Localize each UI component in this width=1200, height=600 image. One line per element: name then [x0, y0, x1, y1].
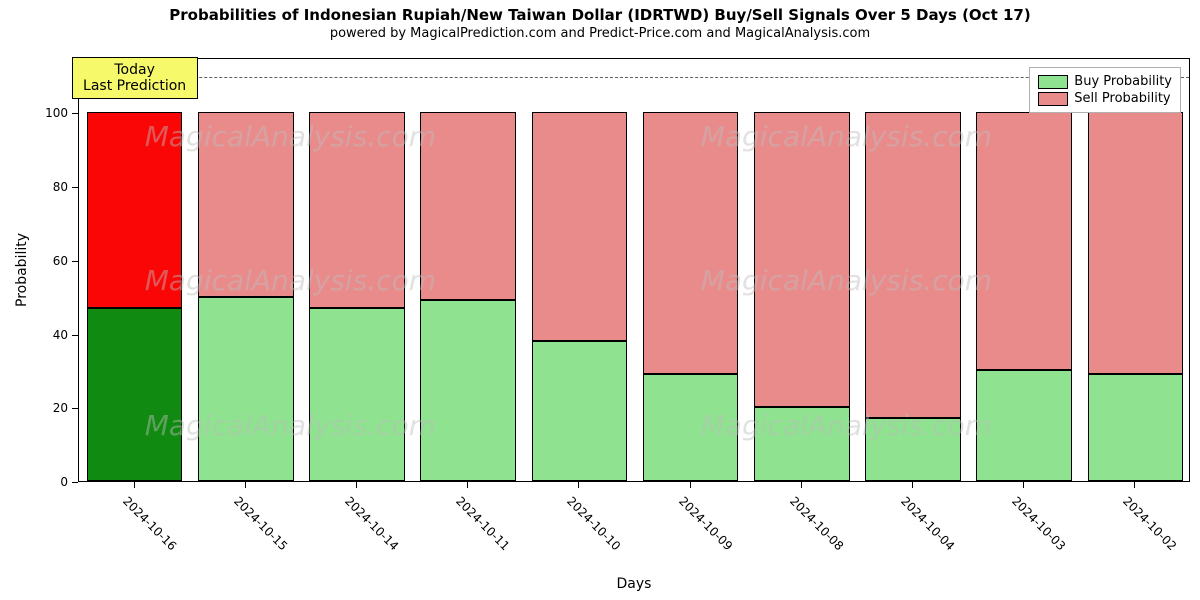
bar-segment-buy: [309, 308, 405, 481]
bar-segment-buy: [420, 300, 516, 481]
x-tick-label: 2024-10-03: [1009, 494, 1068, 553]
legend-label-sell: Sell Probability: [1074, 91, 1170, 106]
y-tick-label: 0: [0, 475, 68, 489]
legend-item-buy: Buy Probability: [1038, 74, 1172, 89]
bar-segment-sell: [198, 112, 294, 296]
x-tick: [467, 482, 468, 488]
y-tick-label: 20: [0, 401, 68, 415]
x-tick-label: 2024-10-09: [676, 494, 735, 553]
y-tick: [72, 335, 78, 336]
x-tick: [134, 482, 135, 488]
today-callout-line-1: Today: [83, 62, 187, 78]
bar-group: [87, 57, 183, 481]
chart-title: Probabilities of Indonesian Rupiah/New T…: [0, 6, 1200, 24]
bar-segment-sell: [420, 112, 516, 300]
x-axis-label: Days: [617, 576, 652, 592]
bar-group: [643, 57, 739, 481]
y-tick: [72, 408, 78, 409]
x-tick-label: 2024-10-16: [120, 494, 179, 553]
x-tick-label: 2024-10-02: [1120, 494, 1179, 553]
chart-root: Probabilities of Indonesian Rupiah/New T…: [0, 0, 1200, 600]
y-tick-label: 60: [0, 254, 68, 268]
bar-group: [309, 57, 405, 481]
x-tick-label: 2024-10-14: [342, 494, 401, 553]
x-tick: [245, 482, 246, 488]
y-tick-label: 40: [0, 328, 68, 342]
bar-segment-buy: [643, 374, 739, 481]
plot-area: Buy Probability Sell Probability Today L…: [78, 58, 1190, 482]
legend-label-buy: Buy Probability: [1074, 74, 1172, 89]
y-tick-label: 100: [0, 106, 68, 120]
bar-segment-sell: [309, 112, 405, 307]
bar-segment-sell: [754, 112, 850, 407]
y-tick: [72, 113, 78, 114]
y-axis-label: Probability: [14, 233, 30, 307]
y-tick-label: 80: [0, 180, 68, 194]
bar-group: [1088, 57, 1184, 481]
bar-segment-sell: [87, 112, 183, 307]
bar-segment-buy: [976, 370, 1072, 481]
x-tick: [690, 482, 691, 488]
bar-segment-sell: [643, 112, 739, 374]
x-tick-label: 2024-10-10: [564, 494, 623, 553]
today-callout: Today Last Prediction: [72, 57, 198, 99]
x-tick: [801, 482, 802, 488]
legend-swatch-buy: [1038, 75, 1068, 89]
bar-segment-buy: [532, 341, 628, 481]
today-callout-line-2: Last Prediction: [83, 78, 187, 94]
bar-segment-buy: [865, 418, 961, 481]
legend-swatch-sell: [1038, 92, 1068, 106]
y-tick: [72, 187, 78, 188]
x-tick: [356, 482, 357, 488]
bar-group: [420, 57, 516, 481]
bar-segment-sell: [865, 112, 961, 418]
y-tick: [72, 261, 78, 262]
bar-group: [754, 57, 850, 481]
bar-segment-buy: [87, 308, 183, 481]
bar-segment-sell: [976, 112, 1072, 370]
x-tick-label: 2024-10-11: [453, 494, 512, 553]
x-tick: [578, 482, 579, 488]
bar-segment-buy: [198, 297, 294, 481]
bar-group: [532, 57, 628, 481]
bar-segment-sell: [532, 112, 628, 341]
y-tick: [72, 482, 78, 483]
chart-subtitle: powered by MagicalPrediction.com and Pre…: [0, 26, 1200, 41]
bars-layer: [79, 59, 1189, 481]
legend: Buy Probability Sell Probability: [1029, 67, 1181, 113]
x-tick-label: 2024-10-04: [898, 494, 957, 553]
x-tick: [1134, 482, 1135, 488]
legend-item-sell: Sell Probability: [1038, 91, 1172, 106]
titles: Probabilities of Indonesian Rupiah/New T…: [0, 6, 1200, 41]
bar-segment-sell: [1088, 112, 1184, 374]
bar-group: [865, 57, 961, 481]
x-tick-label: 2024-10-15: [231, 494, 290, 553]
x-tick: [1023, 482, 1024, 488]
bar-group: [976, 57, 1072, 481]
bar-segment-buy: [754, 407, 850, 481]
bar-segment-buy: [1088, 374, 1184, 481]
bar-group: [198, 57, 294, 481]
x-tick: [912, 482, 913, 488]
x-tick-label: 2024-10-08: [787, 494, 846, 553]
